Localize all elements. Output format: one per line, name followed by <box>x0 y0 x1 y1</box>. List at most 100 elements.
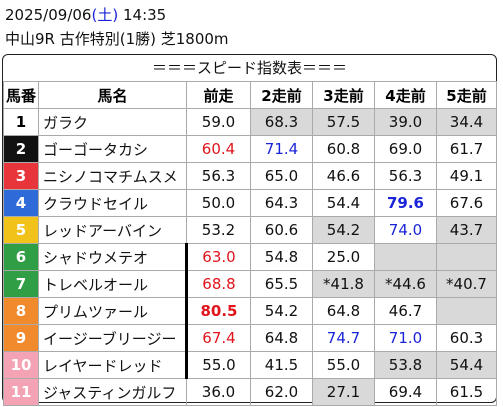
table-row: 3 ニシノコマチムスメ 56.3 65.0 46.6 56.3 49.1 <box>3 162 497 190</box>
table-row: 7 トレベルオール 68.8 65.5 *41.8 *44.6 *40.7 <box>3 270 497 298</box>
speed-index-cell: 65.5 <box>250 270 313 298</box>
speed-index-cell: 71.0 <box>374 324 437 352</box>
speed-index-cell <box>436 297 497 325</box>
speed-index-cell: *41.8 <box>312 270 375 298</box>
horse-number-cell: 4 <box>3 189 39 217</box>
col-header-3-races-ago: 3走前 <box>312 81 375 109</box>
col-header-5-races-ago: 5走前 <box>436 81 497 109</box>
speed-index-cell: 53.8 <box>374 351 437 379</box>
speed-index-cell: 60.4 <box>186 135 251 163</box>
speed-index-cell: 41.5 <box>250 351 313 379</box>
speed-index-cell: *40.7 <box>436 270 497 298</box>
speed-index-cell: *44.6 <box>374 270 437 298</box>
table-row: 11 ジャスティンガルフ 36.0 62.0 27.1 69.4 61.5 <box>3 378 497 406</box>
speed-index-cell: 69.4 <box>374 378 437 406</box>
speed-index-cell: 61.5 <box>436 378 497 406</box>
horse-number-cell: 1 <box>3 108 39 136</box>
speed-index-cell: 57.5 <box>312 108 375 136</box>
speed-index-cell: 68.3 <box>250 108 313 136</box>
speed-index-cell: 43.7 <box>436 216 497 244</box>
horse-number-cell: 3 <box>3 162 39 190</box>
speed-index-cell: 56.3 <box>186 162 251 190</box>
speed-index-cell: 49.1 <box>436 162 497 190</box>
speed-index-cell: 64.8 <box>250 324 313 352</box>
close-paren: ) <box>112 6 119 24</box>
race-title: 中山9R 古作特別(1勝) 芝1800m <box>5 30 229 48</box>
speed-index-cell: 80.5 <box>185 297 251 325</box>
horse-name-cell: レイヤードレッド <box>38 351 187 379</box>
speed-index-cell: 60.8 <box>312 135 375 163</box>
table-row: 1 ガラク 59.0 68.3 57.5 39.0 34.4 <box>3 108 497 136</box>
speed-index-cell: 60.6 <box>250 216 313 244</box>
speed-index-cell: 54.4 <box>312 189 375 217</box>
speed-index-cell: 27.1 <box>312 378 375 406</box>
horse-name-cell: シャドウメテオ <box>38 243 187 271</box>
speed-index-cell: 64.3 <box>250 189 313 217</box>
horse-number-cell: 9 <box>3 324 39 352</box>
col-header-horse-name: 馬名 <box>38 81 187 109</box>
speed-index-cell: 61.7 <box>436 135 497 163</box>
speed-index-cell: 69.0 <box>374 135 437 163</box>
col-header-last-race: 前走 <box>186 81 251 109</box>
table-header-row: 馬番 馬名 前走 2走前 3走前 4走前 5走前 <box>3 81 497 109</box>
horse-name-cell: ゴーゴータカシ <box>38 135 187 163</box>
table-row: 10 レイヤードレッド 55.0 41.5 55.0 53.8 54.4 <box>3 351 497 379</box>
table-banner: ＝＝＝スピード指数表＝＝＝ <box>151 59 347 77</box>
horse-name-cell: トレベルオール <box>38 270 187 298</box>
horse-number-cell: 8 <box>3 297 39 325</box>
speed-index-cell: 46.7 <box>374 297 437 325</box>
time-text: 14:35 <box>122 6 167 24</box>
speed-index-cell: 36.0 <box>186 378 251 406</box>
horse-name-cell: プリムツァール <box>38 297 187 325</box>
speed-index-cell: 34.4 <box>436 108 497 136</box>
speed-index-cell <box>436 243 497 271</box>
speed-index-cell: 67.6 <box>436 189 497 217</box>
horse-name-cell: レッドアーバイン <box>38 216 187 244</box>
horse-number-cell: 7 <box>3 270 39 298</box>
date-time-line: 2025/09/06(土) 14:35 <box>5 6 166 24</box>
horse-number-cell: 6 <box>3 243 39 271</box>
col-header-2-races-ago: 2走前 <box>250 81 313 109</box>
speed-index-cell: 46.6 <box>312 162 375 190</box>
horse-number-cell: 2 <box>3 135 39 163</box>
horse-number-cell: 11 <box>3 378 39 406</box>
speed-index-cell: 59.0 <box>186 108 251 136</box>
horse-name-cell: イージーブリージー <box>38 324 187 352</box>
speed-index-cell: 65.0 <box>250 162 313 190</box>
open-paren: ( <box>91 6 98 24</box>
speed-index-cell: 55.0 <box>185 351 251 379</box>
table-row: 4 クラウドセイル 50.0 64.3 54.4 79.6 67.6 <box>3 189 497 217</box>
speed-index-cell: 63.0 <box>185 243 251 271</box>
speed-index-cell: 50.0 <box>186 189 251 217</box>
speed-index-cell: 62.0 <box>250 378 313 406</box>
speed-index-cell: 54.2 <box>250 297 313 325</box>
speed-index-cell: 64.8 <box>312 297 375 325</box>
table-row: 5 レッドアーバイン 53.2 60.6 54.2 74.0 43.7 <box>3 216 497 244</box>
speed-index-cell: 74.7 <box>312 324 375 352</box>
horse-name-cell: ガラク <box>38 108 187 136</box>
speed-index-cell: 39.0 <box>374 108 437 136</box>
table-row: 9 イージーブリージー 67.4 64.8 74.7 71.0 60.3 <box>3 324 497 352</box>
horse-name-cell: クラウドセイル <box>38 189 187 217</box>
table-row: 2 ゴーゴータカシ 60.4 71.4 60.8 69.0 61.7 <box>3 135 497 163</box>
table-row: 8 プリムツァール 80.5 54.2 64.8 46.7 <box>3 297 497 325</box>
speed-index-cell: 55.0 <box>312 351 375 379</box>
speed-index-cell: 56.3 <box>374 162 437 190</box>
horse-name-cell: ジャスティンガルフ <box>38 378 187 406</box>
horse-name-cell: ニシノコマチムスメ <box>38 162 187 190</box>
speed-index-cell: 74.0 <box>374 216 437 244</box>
speed-index-table: 馬番 馬名 前走 2走前 3走前 4走前 5走前 1 ガラク 59.0 68.3 57.… <box>3 81 497 406</box>
speed-index-cell: 54.8 <box>250 243 313 271</box>
speed-index-cell: 25.0 <box>312 243 375 271</box>
weekday-text: 土 <box>97 6 113 24</box>
table-row: 6 シャドウメテオ 63.0 54.8 25.0 <box>3 243 497 271</box>
speed-index-cell: 54.4 <box>436 351 497 379</box>
speed-index-cell: 53.2 <box>186 216 251 244</box>
speed-index-cell <box>374 243 437 271</box>
col-header-number: 馬番 <box>3 81 39 109</box>
horse-number-cell: 10 <box>3 351 39 379</box>
speed-index-cell: 60.3 <box>436 324 497 352</box>
date-text: 2025/09/06 <box>5 6 92 24</box>
speed-index-cell: 67.4 <box>185 324 251 352</box>
horse-number-cell: 5 <box>3 216 39 244</box>
